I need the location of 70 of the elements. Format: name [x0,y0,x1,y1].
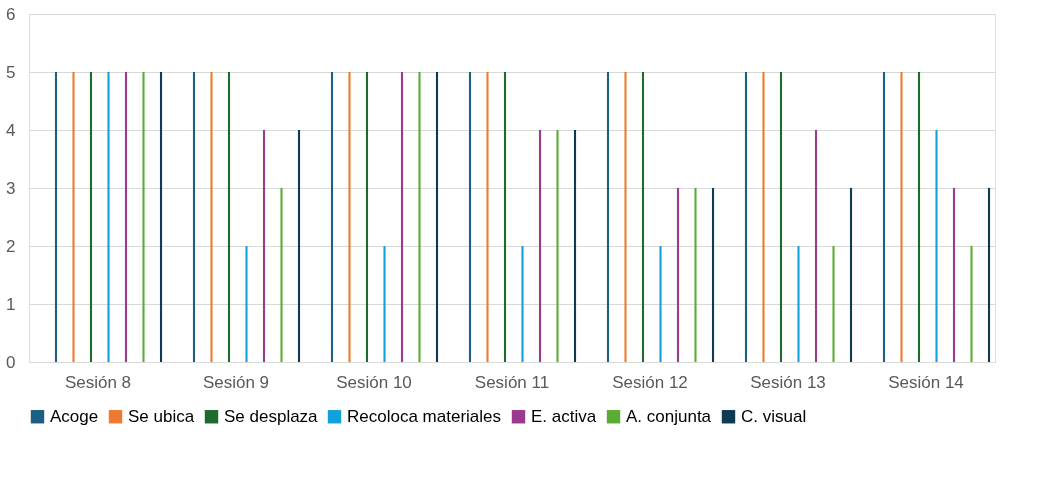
legend-label: Acoge [50,406,99,426]
x-tick-label: Sesión 10 [336,372,412,392]
y-tick-label: 4 [6,120,16,140]
x-tick-label: Sesión 8 [64,372,132,392]
legend-label: E. activa [531,406,597,426]
bar [797,246,800,362]
bar [418,72,421,362]
bar [192,72,196,362]
bar [227,72,231,362]
bar [245,246,248,362]
bar [365,72,369,362]
bar [659,246,662,362]
y-tick-label: 2 [6,236,16,256]
bar [142,72,145,362]
bar [711,188,715,362]
bar [435,72,439,362]
bar [486,72,489,362]
legend-label: C. visual [741,406,807,426]
bar [503,72,507,362]
bar [694,188,697,362]
bar [624,72,627,362]
y-tick-label: 5 [6,62,16,82]
bar [348,72,351,362]
y-tick-label: 0 [6,352,16,372]
bar [641,72,645,362]
bar [521,246,524,362]
x-tick-label: Sesión 9 [202,372,270,392]
bar [814,130,818,362]
bar [935,130,938,362]
bar [297,130,301,362]
y-tick-label: 6 [6,4,16,24]
bar [107,72,110,362]
bar [882,72,886,362]
legend-label: Recoloca materiales [347,406,502,426]
bar [210,72,213,362]
bar [606,72,610,362]
bar [280,188,283,362]
bar [987,188,991,362]
bar [159,72,163,362]
bar [538,130,542,362]
bar [556,130,559,362]
bar [72,72,75,362]
bar [744,72,748,362]
bar [762,72,765,362]
bar [262,130,266,362]
legend-label: A. conjunta [626,406,712,426]
bar [970,246,973,362]
bar [832,246,835,362]
bar [383,246,386,362]
legend-label: Se ubica [128,406,195,426]
bar [900,72,903,362]
x-tick-label: Sesión 14 [888,372,964,392]
bar [330,72,334,362]
x-tick-label: Sesión 11 [474,372,550,392]
x-tick-label: Sesión 12 [612,372,688,392]
bar [917,72,921,362]
bar [54,72,58,362]
bar [849,188,853,362]
bar [952,188,956,362]
bar [400,72,404,362]
legend-label: Se desplaza [224,406,319,426]
y-tick-label: 1 [6,294,16,314]
bar [468,72,472,362]
bar [779,72,783,362]
bar [573,130,577,362]
bar [89,72,93,362]
bar [676,188,680,362]
bar [124,72,128,362]
y-tick-label: 3 [6,178,16,198]
x-tick-label: Sesión 13 [750,372,826,392]
